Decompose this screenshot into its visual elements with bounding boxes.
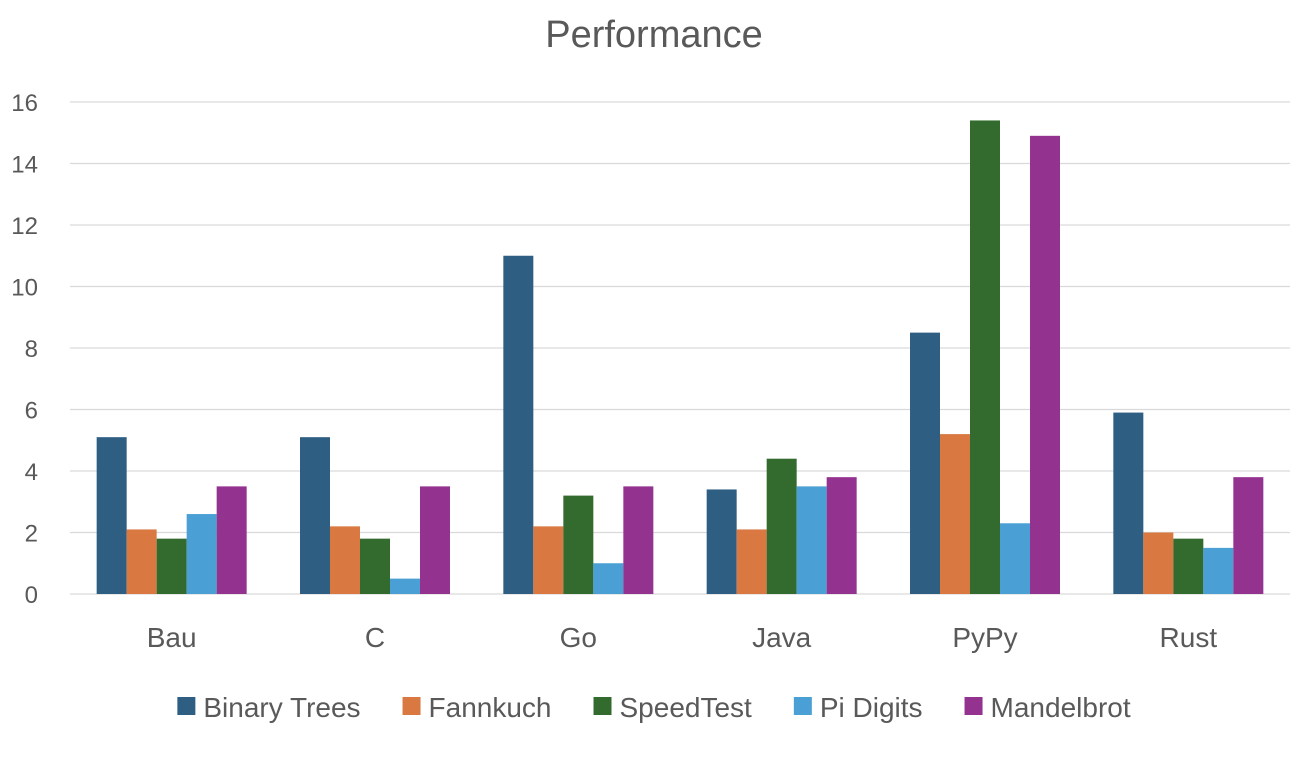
x-tick-label: PyPy — [952, 622, 1017, 653]
y-tick-label: 14 — [11, 152, 38, 179]
legend-swatch — [402, 697, 421, 715]
bar — [156, 538, 187, 594]
bar — [300, 437, 330, 594]
bar — [216, 486, 247, 594]
bar — [706, 489, 737, 594]
y-tick-label: 12 — [11, 213, 38, 240]
bar — [186, 514, 217, 594]
y-tick-label: 6 — [25, 398, 38, 425]
legend-item: Pi Digits — [793, 692, 923, 723]
legend-swatch — [964, 697, 983, 715]
bar — [330, 526, 360, 594]
legend-item: Fannkuch — [402, 692, 552, 723]
bar — [826, 477, 857, 594]
bar — [360, 538, 390, 594]
bar — [623, 486, 654, 594]
y-tick-label: 4 — [25, 459, 38, 486]
legend-label: Mandelbrot — [991, 692, 1131, 723]
bar — [736, 529, 767, 594]
x-tick-label: C — [365, 622, 385, 653]
legend-item: SpeedTest — [593, 692, 753, 723]
bar — [766, 458, 797, 594]
bar — [96, 437, 127, 594]
bar — [420, 486, 450, 594]
bar — [796, 486, 827, 594]
bar — [1233, 477, 1264, 594]
legend-swatch — [593, 697, 612, 715]
x-tick-label: Go — [560, 622, 597, 653]
legend-swatch — [793, 697, 812, 715]
bar — [503, 255, 534, 594]
bar — [1113, 412, 1144, 594]
legend-item: Binary Trees — [177, 692, 361, 723]
y-tick-label: 10 — [11, 275, 38, 302]
bar — [533, 526, 564, 594]
y-tick-label: 2 — [25, 521, 38, 548]
x-tick-label: Bau — [147, 622, 197, 653]
bar — [563, 495, 594, 594]
y-tick-label: 0 — [25, 582, 38, 609]
bar — [1030, 135, 1060, 594]
x-tick-label: Java — [752, 622, 812, 653]
legend-swatch — [177, 697, 196, 715]
x-tick-label: Rust — [1160, 622, 1218, 653]
legend-item: Mandelbrot — [964, 692, 1131, 723]
y-tick-label: 16 — [11, 90, 38, 117]
bar — [1203, 547, 1234, 594]
bar — [1000, 523, 1030, 594]
bar — [1143, 532, 1174, 594]
y-tick-label: 8 — [25, 336, 38, 363]
bar — [593, 563, 624, 594]
bar — [970, 120, 1000, 594]
legend-label: Fannkuch — [429, 692, 552, 723]
legend-label: Pi Digits — [820, 692, 923, 723]
chart-title: Performance — [545, 14, 763, 56]
legend-label: Binary Trees — [203, 692, 360, 723]
bar — [910, 332, 940, 594]
bar — [126, 529, 157, 594]
legend-label: SpeedTest — [620, 692, 753, 723]
bar — [940, 434, 970, 594]
bar — [1173, 538, 1204, 594]
bar — [390, 578, 420, 594]
